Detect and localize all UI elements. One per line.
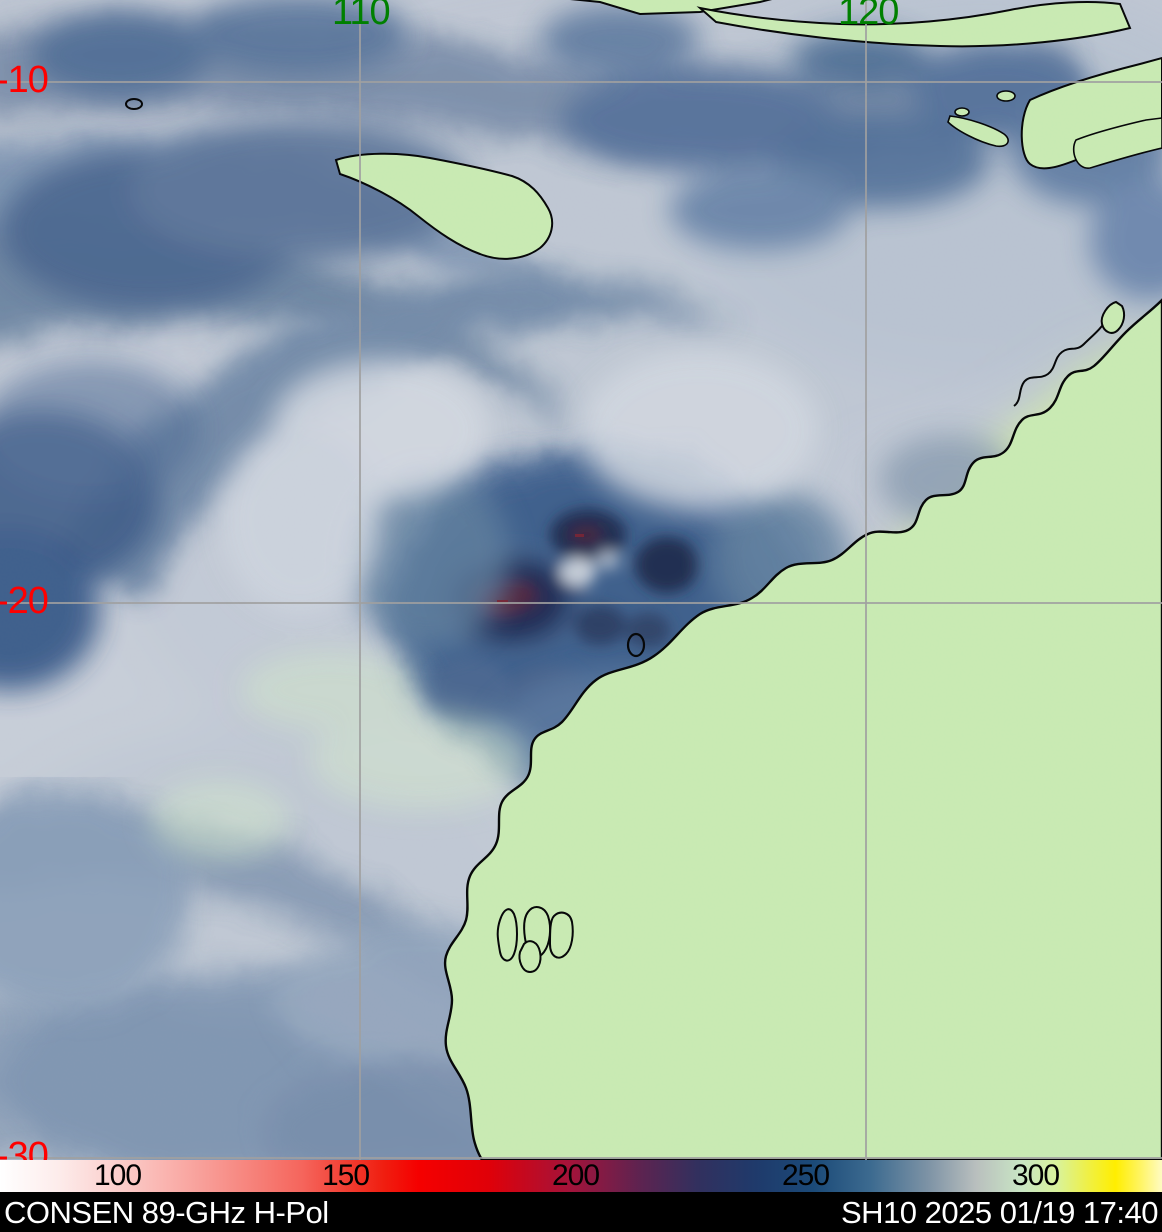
colorbar-tick-200: 200 bbox=[552, 1159, 600, 1192]
lat-tick-label-minus20: -20 bbox=[0, 580, 49, 622]
satellite-imagery bbox=[0, 0, 1162, 1160]
colorbar-tick-150: 150 bbox=[322, 1159, 370, 1192]
colorbar-tick-250: 250 bbox=[782, 1159, 830, 1192]
footer-bar: CONSEN 89-GHz H-Pol SH10 2025 01/19 17:4… bbox=[0, 1194, 1162, 1232]
satellite-image-panel[interactable]: -10 -20 -30 110 120 bbox=[0, 0, 1162, 1160]
lon-tick-label-120: 120 bbox=[838, 0, 899, 33]
colorbar-tick-300: 300 bbox=[1012, 1159, 1060, 1192]
lon-tick-label-110: 110 bbox=[332, 0, 391, 33]
storm-id-timestamp: SH10 2025 01/19 17:40 bbox=[841, 1195, 1159, 1230]
brightness-temperature-colorbar bbox=[0, 1160, 1162, 1192]
lat-tick-label-minus10: -10 bbox=[0, 59, 49, 101]
colorbar-container: 100 150 200 250 300 bbox=[0, 1160, 1162, 1194]
product-title: CONSEN 89-GHz H-Pol bbox=[4, 1195, 329, 1230]
colorbar-tick-100: 100 bbox=[94, 1159, 142, 1192]
lat-tick-label-minus30: -30 bbox=[0, 1135, 49, 1160]
